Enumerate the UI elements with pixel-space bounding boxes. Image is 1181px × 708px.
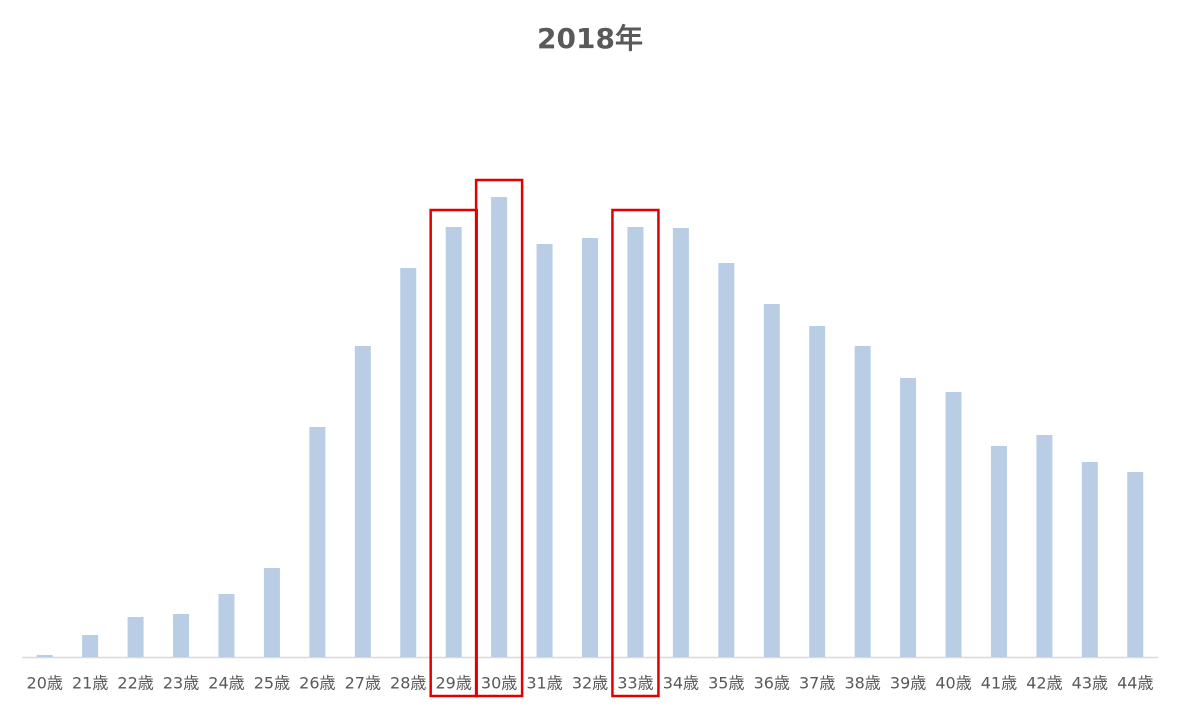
x-tick-label: 37歳	[799, 674, 835, 693]
x-tick-label: 32歳	[572, 674, 608, 693]
highlight-box	[474, 178, 524, 698]
x-tick-label: 30歳	[481, 674, 517, 693]
bar	[400, 268, 417, 657]
bar	[1036, 435, 1053, 657]
x-tick-label: 33歳	[617, 674, 653, 693]
bar	[309, 427, 326, 657]
bar	[1127, 472, 1144, 657]
bar	[672, 228, 689, 657]
x-tick-label: 43歳	[1072, 674, 1108, 693]
x-tick-label: 25歳	[254, 674, 290, 693]
bar	[218, 594, 235, 657]
x-tick-label: 28歳	[390, 674, 426, 693]
bar	[491, 197, 508, 657]
bar	[718, 263, 735, 657]
x-tick-label: 40歳	[935, 674, 971, 693]
x-tick-label: 35歳	[708, 674, 744, 693]
x-tick-label: 21歳	[72, 674, 108, 693]
bar	[809, 326, 826, 657]
bar	[127, 617, 144, 657]
x-tick-label: 38歳	[844, 674, 880, 693]
bar	[445, 227, 462, 657]
x-tick-label: 29歳	[435, 674, 471, 693]
x-tick-label: 24歳	[208, 674, 244, 693]
x-tick-label: 39歳	[890, 674, 926, 693]
bar	[900, 378, 917, 657]
x-tick-label: 26歳	[299, 674, 335, 693]
bar	[1081, 462, 1098, 657]
highlight-box	[611, 208, 660, 698]
x-tick-label: 41歳	[981, 674, 1017, 693]
bar	[36, 655, 53, 657]
bar	[627, 227, 644, 657]
bar	[582, 238, 598, 657]
x-tick-label: 36歳	[754, 674, 790, 693]
bar	[536, 244, 553, 657]
x-tick-label: 31歳	[526, 674, 562, 693]
bar	[854, 346, 871, 657]
bar	[263, 568, 280, 657]
x-tick-label: 42歳	[1026, 674, 1062, 693]
x-tick-label: 23歳	[163, 674, 199, 693]
chart-title: 2018年	[537, 22, 643, 55]
bar	[990, 446, 1007, 657]
bar	[354, 346, 371, 657]
bar	[82, 635, 99, 657]
x-tick-label: 44歳	[1117, 674, 1153, 693]
bar	[173, 614, 190, 657]
bar	[763, 304, 780, 657]
x-tick-label: 34歳	[663, 674, 699, 693]
x-tick-label: 20歳	[27, 674, 63, 693]
x-tick-label: 22歳	[117, 674, 153, 693]
bar	[945, 392, 962, 657]
x-tick-label: 27歳	[345, 674, 381, 693]
